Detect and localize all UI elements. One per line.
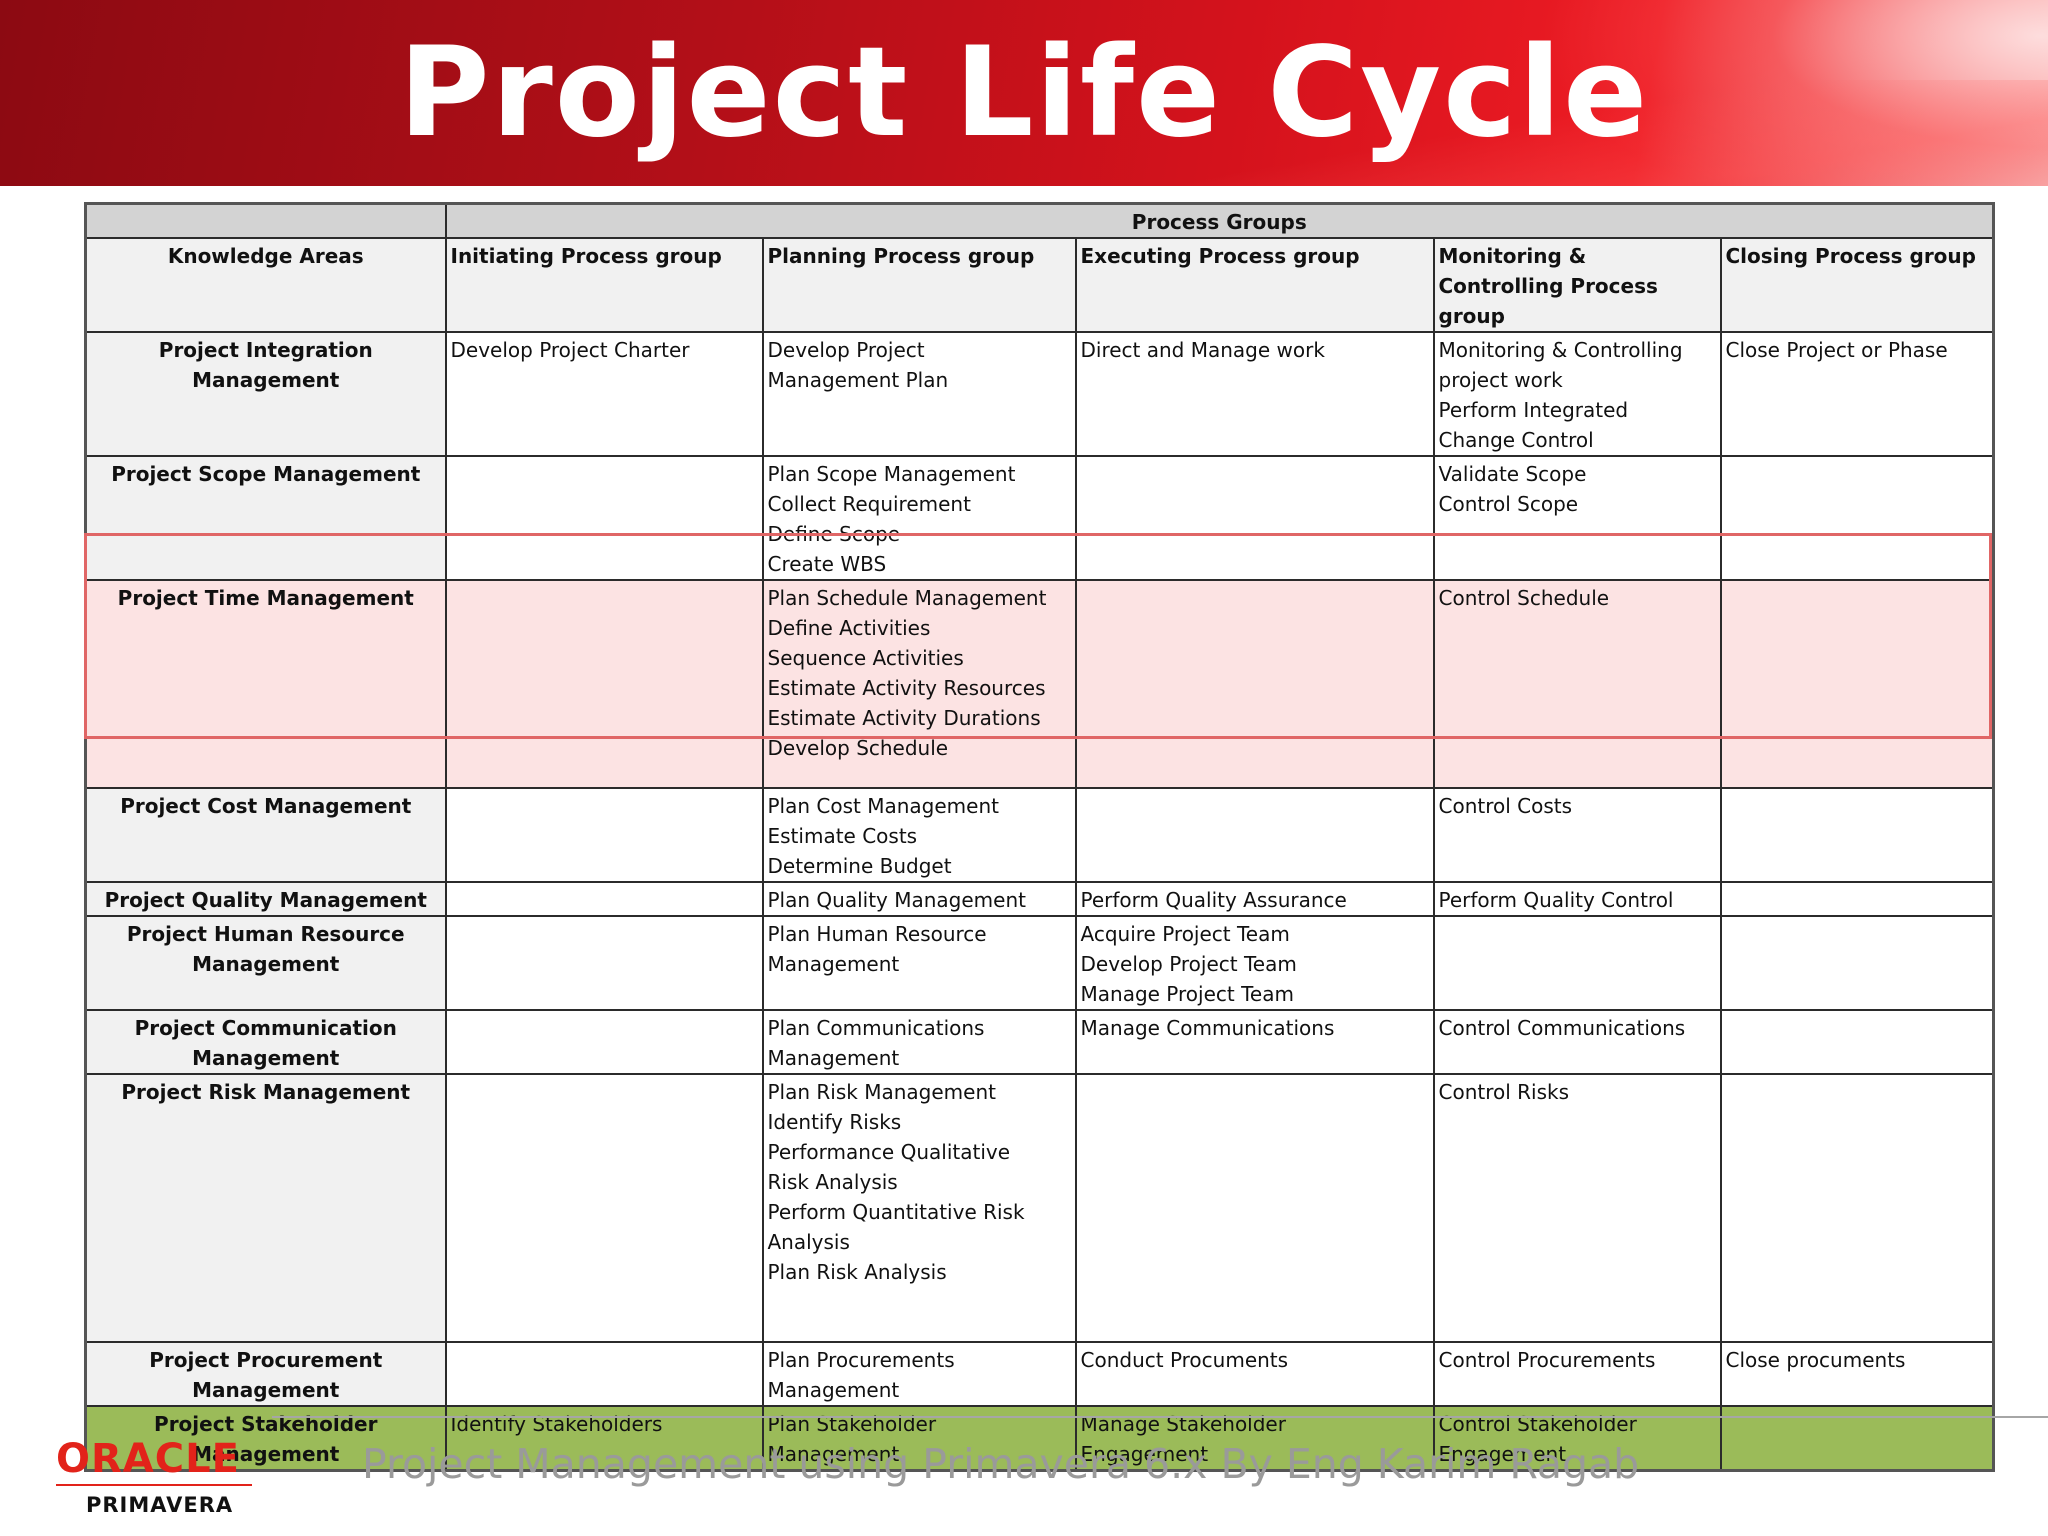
monitoring-header: Monitoring & Controlling Process group xyxy=(1432,237,1722,333)
knowledge-area-cell: Project Integration Management xyxy=(84,331,447,457)
closing-cell xyxy=(1719,579,1995,789)
closing-cell xyxy=(1719,455,1995,581)
initiating-header: Initiating Process group xyxy=(444,237,764,333)
planning-cell: Plan Procurements Management xyxy=(761,1341,1077,1407)
knowledge-area-cell: Project Procurement Management xyxy=(84,1341,447,1407)
header-blank-cell xyxy=(84,202,447,239)
closing-cell xyxy=(1719,787,1995,883)
footer-caption: Project Management using Primavera 6.x B… xyxy=(362,1440,1640,1488)
executing-cell: Conduct Procuments xyxy=(1074,1341,1435,1407)
table-row-scope: Project Scope Management Plan Scope Mana… xyxy=(84,455,1995,581)
executing-cell: Manage Communications xyxy=(1074,1009,1435,1075)
table-row-procurement: Project Procurement Management Plan Proc… xyxy=(84,1341,1995,1407)
executing-cell xyxy=(1074,579,1435,789)
table-row-human-resource: Project Human Resource Management Plan H… xyxy=(84,915,1995,1011)
process-groups-header: Process Groups xyxy=(444,202,1995,239)
monitoring-cell: Control Risks xyxy=(1432,1073,1722,1343)
executing-cell: Perform Quality Assurance xyxy=(1074,881,1435,917)
closing-cell: Close Project or Phase xyxy=(1719,331,1995,457)
planning-cell: Plan Risk Management Identify Risks Perf… xyxy=(761,1073,1077,1343)
executing-header: Executing Process group xyxy=(1074,237,1435,333)
page-title: Project Life Cycle xyxy=(398,21,1650,165)
table-row-communication: Project Communication Management Plan Co… xyxy=(84,1009,1995,1075)
planning-cell: Plan Schedule Management Define Activiti… xyxy=(761,579,1077,789)
initiating-cell xyxy=(444,579,764,789)
planning-cell: Develop Project Management Plan xyxy=(761,331,1077,457)
closing-cell xyxy=(1719,1009,1995,1075)
banner-highlight xyxy=(1500,0,2048,186)
knowledge-area-cell: Project Scope Management xyxy=(84,455,447,581)
monitoring-cell: Perform Quality Control xyxy=(1432,881,1722,917)
closing-cell: Close procuments xyxy=(1719,1341,1995,1407)
initiating-cell xyxy=(444,915,764,1011)
knowledge-area-cell: Project Communication Management xyxy=(84,1009,447,1075)
footer-divider xyxy=(272,1416,2048,1418)
initiating-cell xyxy=(444,787,764,883)
header-row-process-groups: Process Groups xyxy=(84,202,1995,239)
planning-cell: Plan Human Resource Management xyxy=(761,915,1077,1011)
monitoring-cell: Control Schedule xyxy=(1432,579,1722,789)
table-row-quality: Project Quality Management Plan Quality … xyxy=(84,881,1995,917)
initiating-cell xyxy=(444,1341,764,1407)
table-row-risk: Project Risk Management Plan Risk Manage… xyxy=(84,1073,1995,1343)
table-row-time: Project Time Management Plan Schedule Ma… xyxy=(84,579,1995,789)
closing-cell xyxy=(1719,881,1995,917)
monitoring-cell: Control Procurements xyxy=(1432,1341,1722,1407)
monitoring-cell xyxy=(1432,915,1722,1011)
executing-cell xyxy=(1074,455,1435,581)
primavera-logo: PRIMAVERA xyxy=(86,1493,234,1517)
planning-cell: Plan Quality Management xyxy=(761,881,1077,917)
monitoring-cell: Control Communications xyxy=(1432,1009,1722,1075)
executing-cell: Acquire Project Team Develop Project Tea… xyxy=(1074,915,1435,1011)
executing-cell xyxy=(1074,787,1435,883)
knowledge-area-cell: Project Quality Management xyxy=(84,881,447,917)
table-row-cost: Project Cost Management Plan Cost Manage… xyxy=(84,787,1995,883)
planning-cell: Plan Scope Management Collect Requiremen… xyxy=(761,455,1077,581)
header-row-groups: Knowledge Areas Initiating Process group… xyxy=(84,237,1995,333)
executing-cell: Direct and Manage work xyxy=(1074,331,1435,457)
closing-header: Closing Process group xyxy=(1719,237,1995,333)
knowledge-area-cell: Project Cost Management xyxy=(84,787,447,883)
knowledge-area-cell: Project Human Resource Management xyxy=(84,915,447,1011)
planning-cell: Plan Communications Management xyxy=(761,1009,1077,1075)
closing-cell xyxy=(1719,915,1995,1011)
monitoring-cell: Validate Scope Control Scope xyxy=(1432,455,1722,581)
planning-header: Planning Process group xyxy=(761,237,1077,333)
knowledge-area-cell: Project Risk Management xyxy=(84,1073,447,1343)
table-row-integration: Project Integration Management Develop P… xyxy=(84,331,1995,457)
closing-cell xyxy=(1719,1073,1995,1343)
initiating-cell: Develop Project Charter xyxy=(444,331,764,457)
initiating-cell xyxy=(444,881,764,917)
knowledge-areas-header: Knowledge Areas xyxy=(84,237,447,333)
monitoring-cell: Control Costs xyxy=(1432,787,1722,883)
planning-cell: Plan Cost Management Estimate Costs Dete… xyxy=(761,787,1077,883)
oracle-logo-rule xyxy=(56,1484,252,1486)
knowledge-area-cell: Project Time Management xyxy=(84,579,447,789)
oracle-logo: ORACLE xyxy=(56,1436,240,1482)
banner-swoosh xyxy=(1150,80,2048,186)
initiating-cell xyxy=(444,455,764,581)
executing-cell xyxy=(1074,1073,1435,1343)
initiating-cell xyxy=(444,1073,764,1343)
monitoring-cell: Monitoring & Controlling project work Pe… xyxy=(1432,331,1722,457)
initiating-cell xyxy=(444,1009,764,1075)
project-life-cycle-table: Process Groups Knowledge Areas Initiatin… xyxy=(84,202,1996,1472)
title-banner: Project Life Cycle xyxy=(0,0,2048,186)
